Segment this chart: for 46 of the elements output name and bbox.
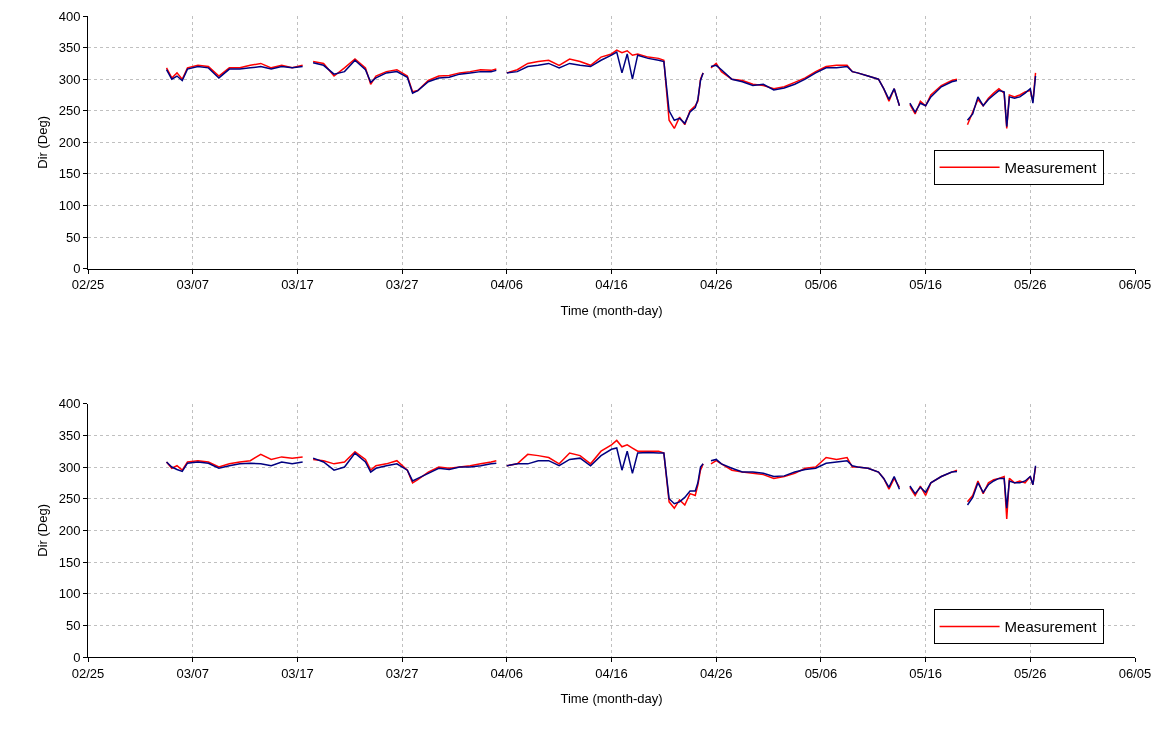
x-tick-label: 03/17 — [281, 277, 314, 293]
y-tick-label: 250 — [58, 491, 81, 507]
x-tick-label: 02/25 — [71, 277, 105, 293]
x-tick-label: 05/06 — [804, 665, 838, 681]
x-tick-label: 05/16 — [909, 277, 942, 293]
x-tick-label: 05/16 — [909, 665, 942, 681]
legend-label: Measurement — [1004, 618, 1098, 636]
x-tick-label: 06/05 — [1118, 277, 1152, 293]
y-tick-label: 250 — [58, 103, 81, 119]
x-tick-label: 04/16 — [595, 665, 628, 681]
x-tick-label: 02/25 — [71, 665, 105, 681]
y-tick-label: 50 — [65, 617, 81, 633]
y-tick-label: 400 — [58, 396, 81, 412]
x-tick-label: 03/07 — [176, 277, 209, 293]
y-axis-title: Dir (Deg) — [34, 115, 50, 169]
x-tick-label: 04/26 — [699, 277, 733, 293]
x-tick-label: 05/26 — [1014, 277, 1047, 293]
x-tick-label: 04/06 — [490, 665, 524, 681]
x-tick-label: 05/06 — [804, 277, 838, 293]
y-tick-label: 50 — [65, 229, 81, 245]
y-tick-label: 300 — [58, 71, 81, 87]
x-tick-label: 04/16 — [595, 277, 628, 293]
y-tick-label: 100 — [58, 198, 81, 214]
y-tick-label: 350 — [58, 427, 81, 443]
y-tick-label: 400 — [58, 8, 81, 24]
y-tick-label: 300 — [58, 459, 81, 475]
y-tick-label: 200 — [58, 134, 81, 150]
y-axis-title: Dir (Deg) — [34, 503, 50, 557]
x-tick-label: 03/27 — [385, 665, 419, 681]
x-tick-label: 05/26 — [1014, 665, 1047, 681]
x-axis-title: Time (month-day) — [560, 691, 663, 707]
y-tick-label: 0 — [73, 649, 81, 665]
x-axis-title: Time (month-day) — [560, 302, 663, 318]
y-tick-label: 350 — [58, 40, 81, 56]
x-tick-label: 04/06 — [490, 277, 524, 293]
x-tick-label: 04/26 — [699, 665, 733, 681]
x-tick-label: 03/17 — [281, 665, 314, 681]
y-tick-label: 150 — [58, 554, 81, 570]
y-tick-label: 200 — [58, 522, 81, 538]
legend-label: Measurement — [1004, 159, 1098, 177]
x-tick-label: 06/05 — [1118, 665, 1152, 681]
y-tick-label: 100 — [58, 586, 81, 602]
y-tick-label: 0 — [73, 261, 81, 277]
x-tick-label: 03/07 — [176, 665, 209, 681]
x-tick-label: 03/27 — [385, 277, 419, 293]
y-tick-label: 150 — [58, 166, 81, 182]
